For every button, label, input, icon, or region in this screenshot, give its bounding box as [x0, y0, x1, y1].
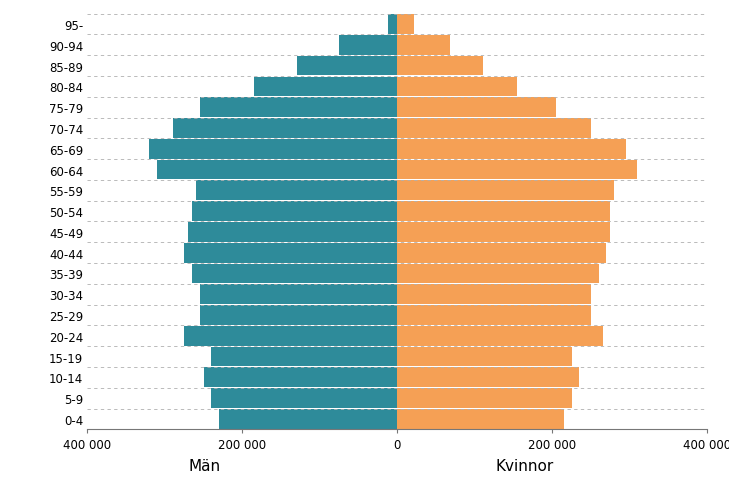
Bar	[397, 264, 599, 284]
Bar	[397, 388, 572, 408]
Bar	[397, 223, 610, 242]
Bar	[200, 305, 397, 325]
Bar	[397, 57, 483, 76]
Bar	[397, 15, 414, 35]
Bar	[196, 181, 397, 201]
Bar	[339, 36, 397, 56]
Bar	[219, 409, 397, 429]
Bar	[397, 36, 450, 56]
Bar	[157, 161, 397, 180]
Bar	[184, 326, 397, 346]
Bar	[397, 285, 591, 305]
Text: Kvinnor: Kvinnor	[496, 458, 554, 473]
Bar	[397, 326, 603, 346]
Bar	[397, 119, 591, 139]
Bar	[388, 15, 397, 35]
Text: Män: Män	[188, 458, 220, 473]
Bar	[254, 78, 397, 97]
Bar	[192, 264, 397, 284]
Bar	[211, 388, 397, 408]
Bar	[397, 368, 580, 387]
Bar	[397, 347, 572, 366]
Bar	[397, 181, 614, 201]
Bar	[200, 98, 397, 118]
Bar	[397, 140, 625, 159]
Bar	[397, 202, 610, 222]
Bar	[192, 202, 397, 222]
Bar	[173, 119, 397, 139]
Bar	[188, 223, 397, 242]
Bar	[397, 78, 518, 97]
Bar	[211, 347, 397, 366]
Bar	[397, 409, 564, 429]
Bar	[397, 98, 556, 118]
Bar	[200, 285, 397, 305]
Bar	[397, 161, 637, 180]
Bar	[297, 57, 397, 76]
Bar	[397, 305, 591, 325]
Bar	[203, 368, 397, 387]
Bar	[397, 244, 607, 263]
Bar	[149, 140, 397, 159]
Bar	[184, 244, 397, 263]
